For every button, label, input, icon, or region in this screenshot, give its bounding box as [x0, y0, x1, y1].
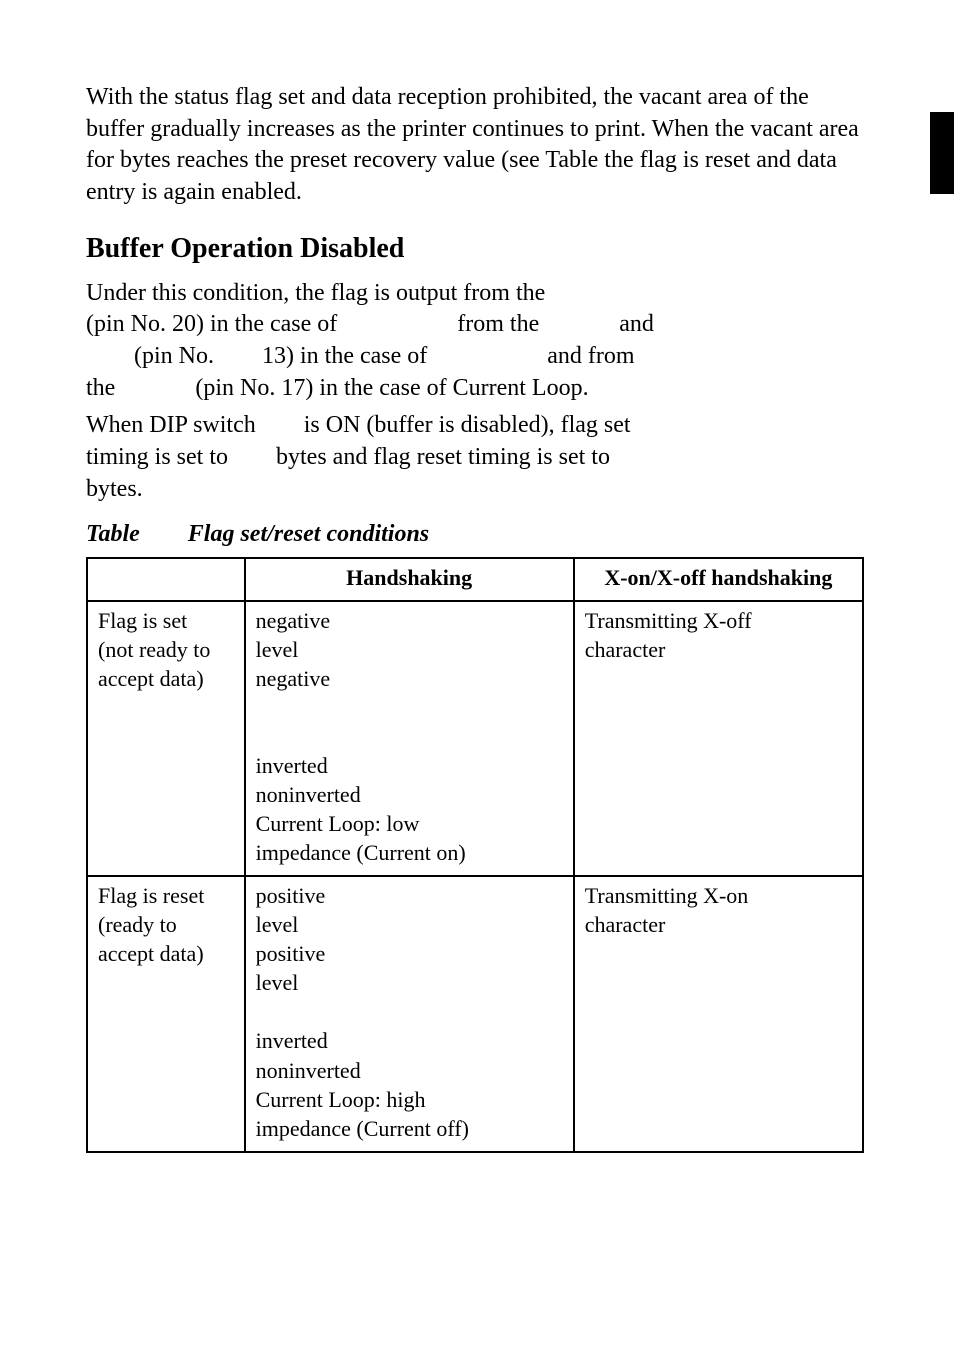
table-row: Flag is reset (ready to accept data) pos… — [87, 876, 863, 1151]
p3-l2a: timing is set to — [86, 444, 228, 470]
paragraph-3: When DIP switch is ON (buffer is disabled… — [86, 410, 868, 505]
document-page: With the status flag set and data recept… — [0, 0, 954, 1362]
p2-l3a: (pin No. — [134, 343, 214, 369]
cell-r2c1: Flag is reset (ready to accept data) — [87, 876, 245, 1151]
p2-l2a: (pin No. 20) in the case of — [86, 311, 337, 337]
p3-l1a: When DIP switch — [86, 412, 256, 438]
p2-l4b: (pin No. 17) in the case of Current Loop… — [195, 375, 588, 401]
section-heading: Buffer Operation Disabled — [86, 231, 868, 268]
p3-l1b: is ON (buffer is disabled), flag set — [304, 412, 631, 438]
page-edge-tab — [930, 112, 954, 194]
p2-l3c: and from — [547, 343, 634, 369]
p3-l3: bytes. — [86, 476, 143, 502]
table-caption: Table Flag set/reset conditions — [86, 519, 868, 551]
cell-r1c1: Flag is set (not ready to accept data) — [87, 601, 245, 876]
table-header-row: Handshaking X-on/X-off handshaking — [87, 558, 863, 601]
cell-r1c2: negative level negative inverted noninve… — [245, 601, 574, 876]
p2-l1: Under this condition, the flag is output… — [86, 280, 545, 306]
p2-l4a: the — [86, 375, 115, 401]
paragraph-2: Under this condition, the flag is output… — [86, 278, 868, 405]
th-handshaking: Handshaking — [245, 558, 574, 601]
th-blank — [87, 558, 245, 601]
intro-paragraph: With the status flag set and data recept… — [86, 82, 868, 209]
th-xon-xoff: X-on/X-off handshaking — [574, 558, 863, 601]
p2-l2c: and — [619, 311, 654, 337]
p3-l2b: bytes and flag reset timing is set to — [276, 444, 610, 470]
p2-l2b: from the — [457, 311, 539, 337]
flag-conditions-table: Handshaking X-on/X-off handshaking Flag … — [86, 557, 864, 1153]
cell-r1c3: Transmitting X-off character — [574, 601, 863, 876]
table-row: Flag is set (not ready to accept data) n… — [87, 601, 863, 876]
p2-l3b: 13) in the case of — [262, 343, 427, 369]
caption-b: Flag set/reset conditions — [188, 521, 429, 547]
cell-r2c3: Transmitting X-on character — [574, 876, 863, 1151]
cell-r2c2: positive level positive level inverted n… — [245, 876, 574, 1151]
caption-a: Table — [86, 521, 140, 547]
